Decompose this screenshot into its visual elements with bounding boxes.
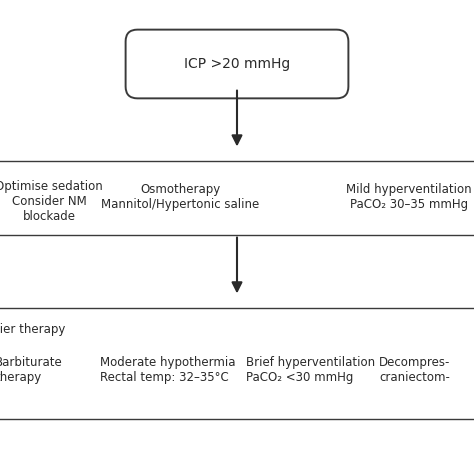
FancyBboxPatch shape: [126, 30, 348, 99]
Text: Decompres-
craniectom-: Decompres- craniectom-: [379, 356, 451, 384]
Text: Barbiturate
therapy: Barbiturate therapy: [0, 356, 63, 384]
Text: Osmotherapy
Mannitol/Hypertonic saline: Osmotherapy Mannitol/Hypertonic saline: [101, 182, 259, 211]
Text: ICP >20 mmHg: ICP >20 mmHg: [184, 57, 290, 71]
Text: Moderate hypothermia
Rectal temp: 32–35°C: Moderate hypothermia Rectal temp: 32–35°…: [100, 356, 235, 384]
Text: Mild hyperventilation
PaCO₂ 30–35 mmHg: Mild hyperventilation PaCO₂ 30–35 mmHg: [346, 182, 472, 211]
Text: Optimise sedation
Consider NM
blockade: Optimise sedation Consider NM blockade: [0, 180, 103, 223]
Text: Brief hyperventilation
PaCO₂ <30 mmHg: Brief hyperventilation PaCO₂ <30 mmHg: [246, 356, 375, 384]
Text: tier therapy: tier therapy: [0, 323, 65, 336]
